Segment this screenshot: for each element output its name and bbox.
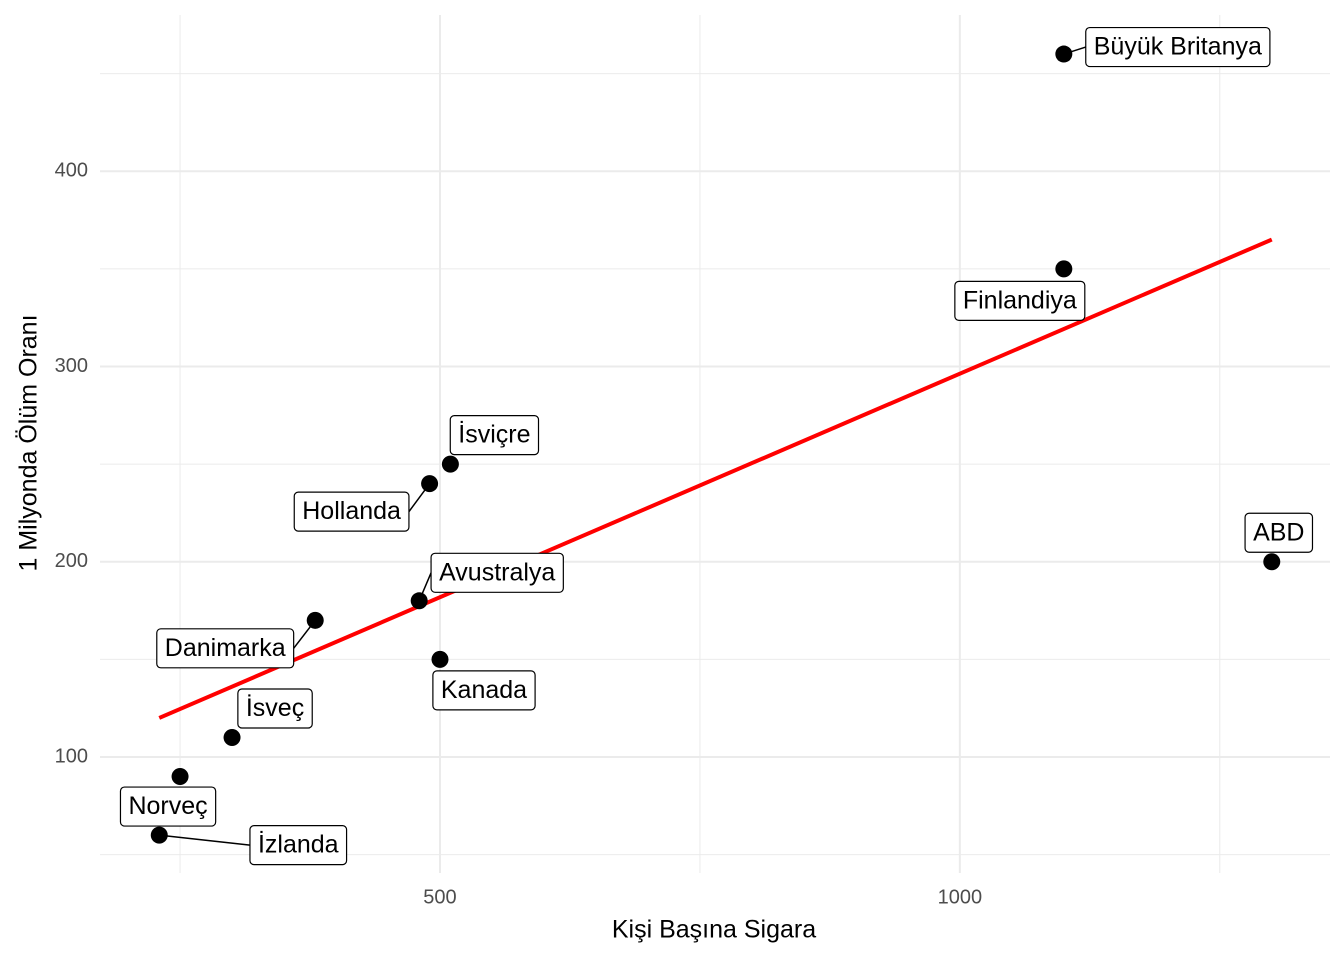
label-text: Norveç (128, 792, 207, 820)
x-axis-title: Kişi Başına Sigara (612, 916, 816, 944)
y-tick-label: 100 (55, 745, 88, 767)
label-box (1085, 26, 1271, 68)
y-axis-title: 1 Milyonda Ölüm Oranı (15, 314, 43, 571)
label-text: İsveç (246, 693, 304, 722)
trend-line (158, 237, 1273, 720)
point (223, 728, 241, 746)
y-tick-label: 300 (55, 355, 88, 377)
label-text: Büyük Britanya (1094, 33, 1262, 61)
x-tick-label: 500 (423, 886, 456, 908)
label-connector (408, 483, 431, 513)
label-connector (159, 834, 251, 846)
label-box (430, 552, 564, 593)
data-label: Hollanda (293, 491, 410, 532)
label-connector (293, 619, 316, 649)
label-box (432, 670, 536, 711)
label-text: Danimarka (165, 634, 286, 662)
point (1055, 260, 1073, 278)
label-text: İzlanda (258, 830, 339, 859)
label-box (1244, 512, 1314, 553)
y-tick-label: 400 (55, 159, 88, 181)
label-box (449, 415, 540, 456)
data-label: Finlandiya (954, 280, 1086, 321)
label-box (249, 825, 348, 866)
y-tick-label: 200 (55, 550, 88, 572)
point (1263, 553, 1281, 571)
data-label: Danimarka (156, 628, 295, 669)
label-text: Finlandiya (963, 286, 1077, 314)
label-text: Hollanda (302, 497, 401, 525)
label-text: Kanada (441, 676, 527, 704)
point (431, 650, 449, 668)
label-connector (418, 572, 432, 602)
x-tick-label: 1000 (938, 886, 983, 908)
label-connector (1063, 46, 1086, 55)
label-box (156, 628, 295, 669)
point (171, 768, 189, 786)
data-label: Büyük Britanya (1085, 26, 1271, 68)
data-label: Kanada (432, 670, 536, 711)
label-box (954, 280, 1086, 321)
data-label: Avustralya (430, 552, 564, 593)
data-label: Norveç (119, 786, 217, 827)
label-text: İsviçre (458, 420, 530, 449)
grid (100, 15, 1330, 873)
label-text: Avustralya (439, 558, 555, 586)
label-box (119, 786, 217, 827)
data-label: İzlanda (249, 825, 348, 866)
label-box (293, 491, 410, 532)
label-text: ABD (1253, 518, 1304, 546)
point (441, 455, 459, 473)
label-box (237, 688, 313, 729)
data-label: ABD (1244, 512, 1314, 553)
data-label: İsviçre (449, 415, 540, 456)
data-label: İsveç (237, 688, 313, 729)
